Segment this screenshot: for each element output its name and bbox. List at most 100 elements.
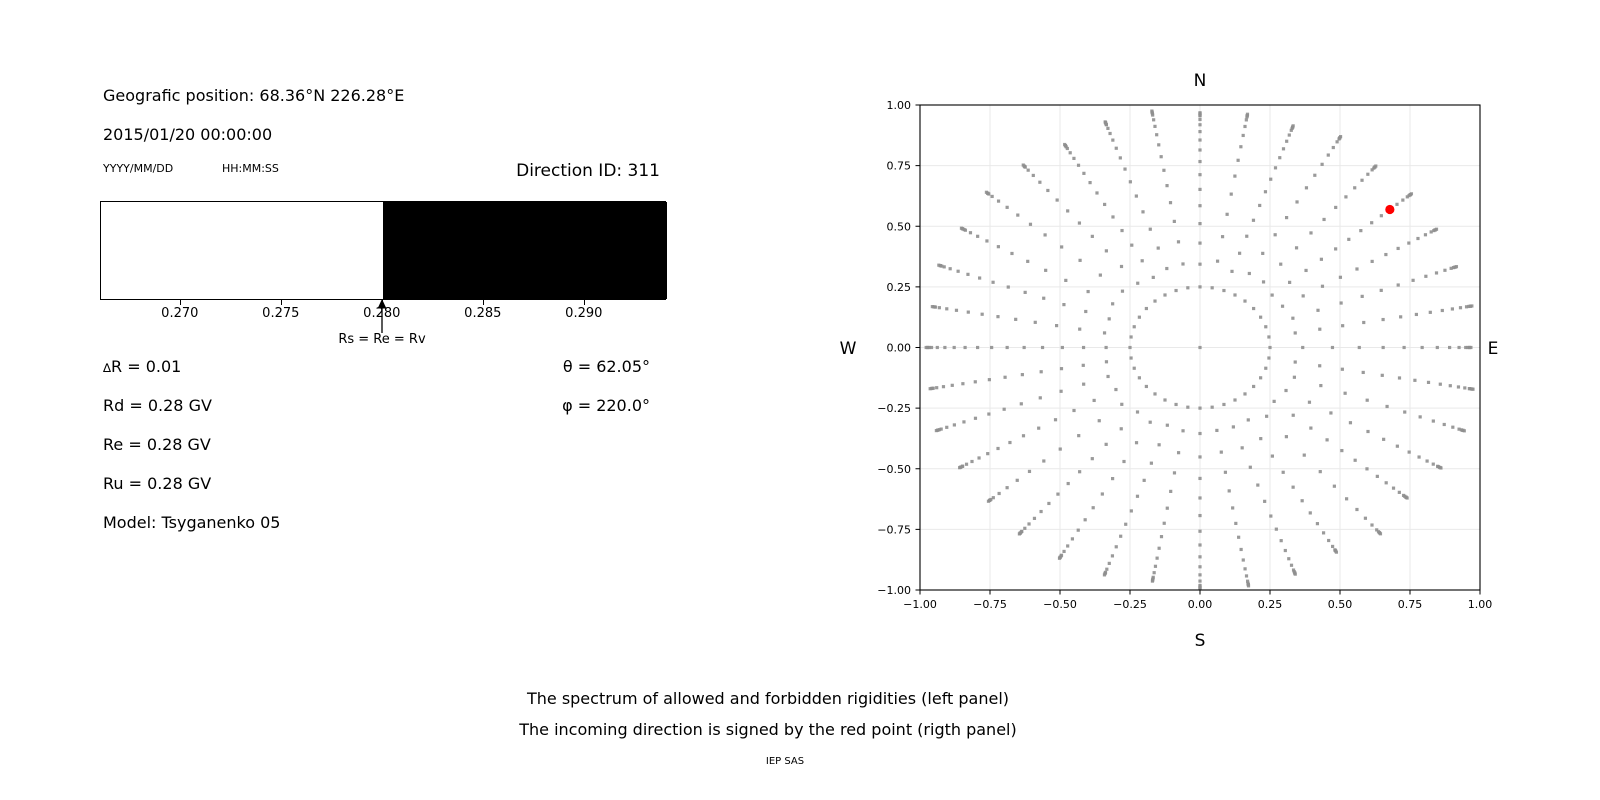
scatter-dot [1401,493,1406,498]
scatter-dot [1020,529,1024,534]
scatter-dot [1279,539,1283,543]
scatter-dot [1365,398,1369,402]
y-tick-label: 1.00 [887,99,912,112]
plot-ticks [915,104,1481,595]
scatter-dot [1119,264,1124,269]
scatter-dot [1098,273,1102,277]
scatter-dot [1332,484,1336,488]
scatter-dot [1108,131,1112,136]
scatter-dot [1124,522,1128,526]
scatter-dot [1086,289,1090,294]
scatter-dot [1291,125,1295,129]
scatter-dot [1259,315,1263,319]
scatter-dot [987,378,991,382]
delta-symbol: ∆ [103,361,112,375]
scatter-dot [1355,267,1359,271]
scatter-dot [1060,245,1064,249]
scatter-dot [1020,373,1024,377]
scatter-dot [1464,345,1468,350]
axis-label-north: N [1194,71,1207,91]
scatter-dot [966,272,970,276]
scatter-dot [1340,367,1344,371]
scatter-dot [948,267,952,271]
scatter-dot [1222,402,1226,407]
scatter-dot [1023,164,1027,169]
scatter-dot [977,456,981,460]
scatter-dot [1265,414,1269,418]
scatter-dot [1379,288,1383,292]
scatter-dot [1449,266,1453,270]
scatter-dot [1137,315,1141,319]
scatter-dot [1043,233,1047,237]
y-tick-label: 0.50 [887,220,912,233]
scatter-dot [1084,309,1088,314]
y-tick-label: 0.00 [887,342,912,355]
scatter-dot [1198,204,1202,208]
scatter-dot [1423,233,1428,237]
scatter-dot [964,462,969,466]
scatter-dot [1404,495,1408,499]
scatter-dot [942,265,946,269]
scatter-dot [1366,429,1370,434]
scatter-dot [1006,285,1010,289]
scatter-dot [1279,262,1283,266]
scatter-dot [958,465,962,469]
scatter-dot [1062,303,1066,307]
scatter-dot [1100,492,1104,496]
scatter-dot [1027,522,1031,526]
scatter-dot [1135,494,1140,498]
scatter-dot [1026,259,1030,263]
scatter-dot [952,345,956,350]
scatter-dot [1283,548,1287,553]
scatter-dot [1301,345,1305,350]
scatter-dot [1165,506,1169,510]
scatter-dot [1198,117,1202,122]
scatter-dot [960,227,965,231]
scatter-dot [961,464,965,468]
scatter-dot [1325,438,1329,442]
scatter-dot [1059,389,1063,393]
scatter-dot [1321,531,1326,535]
scatter-dot [1152,571,1156,575]
scatter-dot [1468,345,1472,350]
scatter-dot [1339,301,1343,305]
scatter-dot [1128,180,1132,184]
scatter-dot [1055,324,1059,328]
scatter-dot [973,416,978,420]
scatter-dot [1157,143,1161,147]
scatter-dot [1252,384,1256,389]
scatter-dot [1134,194,1138,198]
scatter-dot [935,386,939,390]
scatter-dot [986,452,990,456]
scatter-dot [1130,243,1134,247]
scatter-dot [1047,501,1051,506]
scatter-dot [1137,376,1141,380]
scatter-dot [1327,538,1331,543]
scatter-dot [986,191,990,196]
scatter-dot [1064,278,1068,282]
scatter-dot [1375,528,1379,532]
scatter-dot [1402,345,1406,350]
scatter-dot [1405,195,1409,199]
scatter-dot [1039,370,1043,374]
scatter-dot [941,385,946,389]
scatter-dot [1281,147,1286,151]
scatter-dot [1103,121,1108,125]
scatter-dot [1363,516,1368,520]
scatter-dot [1403,410,1407,414]
scatter-dot [976,345,980,350]
scatter-dot [1058,555,1062,560]
scatter-dot [1453,265,1457,269]
scatter-dot [1233,174,1237,178]
scatter-dot [1396,246,1400,251]
scatter-dot [1391,486,1396,490]
scatter-dot [1032,516,1037,520]
scatter-dot [1414,312,1418,317]
scatter-dot [1060,345,1064,350]
scatter-dot [1090,234,1094,238]
scatter-dot [1259,376,1263,380]
scatter-dot [1264,366,1268,370]
scatter-dot [968,231,973,235]
scatter-dot [1068,151,1072,155]
scatter-dot [1359,229,1363,233]
